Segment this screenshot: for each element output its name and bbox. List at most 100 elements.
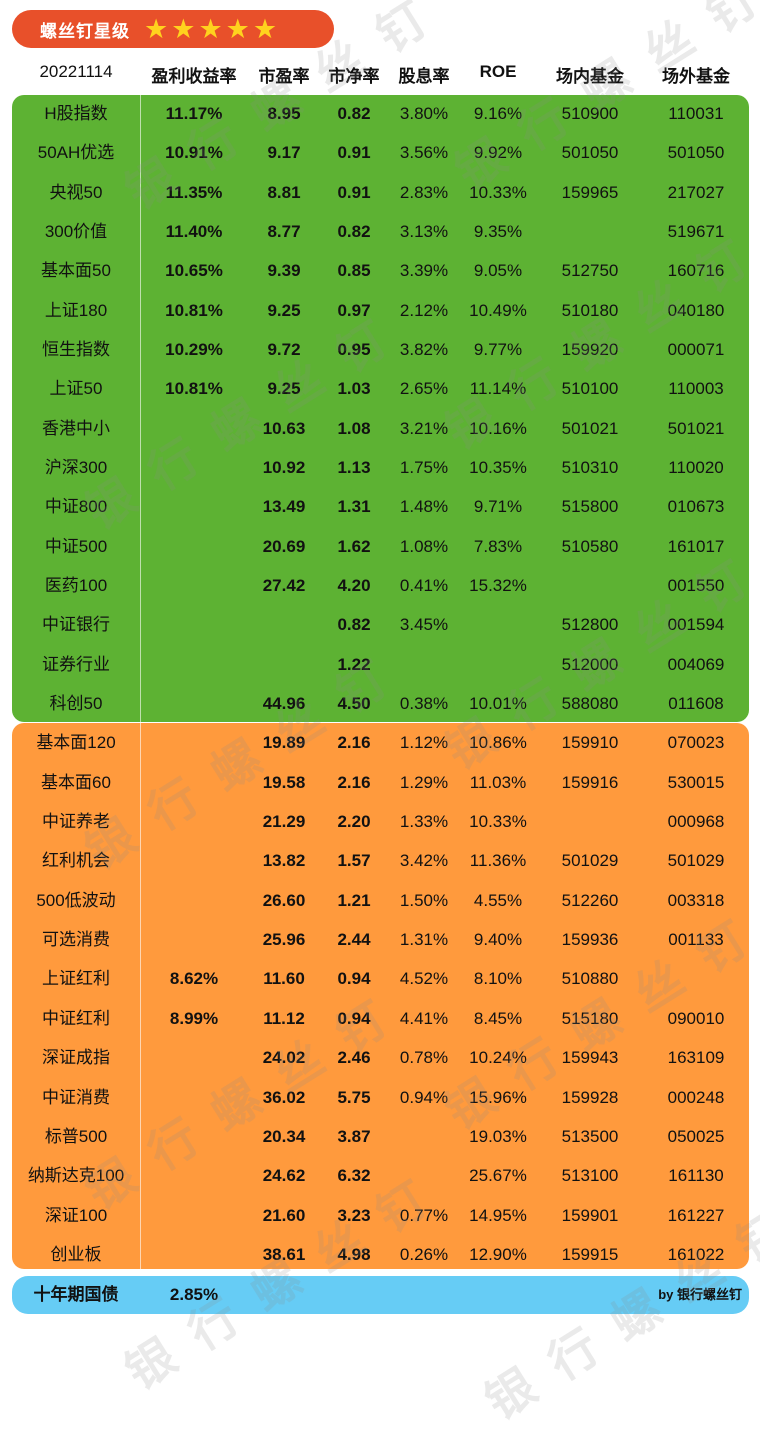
table-row: 基本面60 19.58 2.16 1.29% 11.03% 159916 530015: [0, 766, 760, 800]
cell-pe: 8.77: [267, 222, 301, 242]
table-row: 上证180 10.81% 9.25 0.97 2.12% 10.49% 510180 0401…: [0, 294, 760, 328]
cell-onexchange-fund: 510900: [561, 104, 619, 123]
cell-roe: 19.03%: [469, 1126, 527, 1146]
cell-name: 中证500: [44, 536, 108, 556]
cell-pb: 1.08: [337, 418, 371, 438]
cell-offexchange-fund: 003318: [667, 890, 725, 910]
header-offexchange-fund: 场外基金: [662, 67, 730, 86]
cell-roe: 11.03%: [469, 772, 527, 792]
cell-pb: 0.82: [337, 615, 371, 635]
cell-roe: 9.05%: [473, 261, 523, 281]
cell-pe: 9.39: [267, 261, 301, 281]
cell-dividend: 2.12%: [399, 300, 449, 320]
cell-pb: 1.03: [337, 379, 371, 399]
cell-dividend: 1.08%: [399, 536, 449, 556]
cell-yield: 11.35%: [165, 182, 223, 202]
cell-roe: 10.33%: [469, 182, 527, 202]
column-divider: [140, 95, 141, 1269]
cell-offexchange-fund: 110031: [668, 104, 724, 123]
cell-pe: 13.82: [262, 851, 306, 871]
cell-yield: 8.99%: [169, 1008, 219, 1028]
cell-offexchange-fund: 010673: [667, 497, 725, 517]
star-icon: ★: [252, 13, 278, 44]
cell-offexchange-fund: 110003: [668, 379, 724, 399]
table-row: 基本面120 19.89 2.16 1.12% 10.86% 159910 070023: [0, 726, 760, 760]
cell-offexchange-fund: 004069: [667, 654, 725, 674]
cell-pe: 9.25: [267, 379, 301, 399]
cell-dividend: 4.41%: [399, 1008, 449, 1028]
cell-pe: 44.96: [262, 694, 306, 714]
cell-pb: 2.46: [337, 1048, 371, 1068]
cell-name: 证券行业: [42, 654, 110, 674]
cell-pe: 20.69: [262, 536, 306, 556]
cell-onexchange-fund: 159965: [561, 182, 619, 202]
cell-roe: 9.77%: [473, 340, 523, 360]
cell-pb: 2.16: [337, 733, 371, 753]
cell-roe: 25.67%: [469, 1166, 527, 1186]
cell-onexchange-fund: 159943: [561, 1048, 619, 1068]
cell-offexchange-fund: 070023: [667, 733, 725, 753]
cell-roe: 9.35%: [473, 222, 523, 242]
cell-roe: 14.95%: [469, 1205, 527, 1225]
cell-dividend: 0.78%: [399, 1048, 449, 1068]
table-row: 中证红利 8.99% 11.12 0.94 4.41% 8.45% 515180 090010: [0, 1002, 760, 1036]
header-pb: 市净率: [328, 67, 380, 86]
cell-pe: 25.96: [262, 930, 306, 950]
cell-pe: 11.60: [263, 969, 305, 989]
cell-pb: 6.32: [337, 1166, 371, 1186]
cell-onexchange-fund: 159920: [561, 340, 619, 360]
cell-onexchange-fund: 515180: [561, 1008, 619, 1028]
cell-pb: 2.20: [337, 812, 371, 832]
cell-name: 500低波动: [36, 890, 116, 910]
table-row: 恒生指数 10.29% 9.72 0.95 3.82% 9.77% 159920 000071: [0, 333, 760, 367]
table-row: 医药100 27.42 4.20 0.41% 15.32% 001550: [0, 569, 760, 603]
cell-name: 香港中小: [42, 418, 110, 438]
cell-pe: 13.49: [262, 497, 306, 517]
byline: by 银行螺丝钉: [658, 1287, 742, 1302]
cell-offexchange-fund: 161227: [667, 1205, 725, 1225]
cell-pe: 24.62: [262, 1166, 306, 1186]
cell-roe: 9.40%: [473, 930, 523, 950]
cell-name: 基本面120: [36, 733, 116, 753]
cell-offexchange-fund: 160716: [667, 261, 725, 281]
cell-dividend: 3.39%: [399, 261, 449, 281]
cell-dividend: 1.29%: [399, 772, 449, 792]
cell-dividend: 3.82%: [399, 340, 449, 360]
cell-offexchange-fund: 011608: [668, 694, 724, 714]
cell-onexchange-fund: 159901: [561, 1205, 619, 1225]
cell-name: 上证红利: [42, 969, 110, 989]
cell-pe: 21.29: [262, 812, 306, 832]
cell-dividend: 0.94%: [399, 1087, 449, 1107]
cell-onexchange-fund: 513100: [561, 1166, 619, 1186]
cell-offexchange-fund: 217027: [667, 182, 725, 202]
star-icon: ★: [198, 13, 223, 44]
cell-name: 基本面50: [41, 261, 111, 281]
cell-roe: 15.96%: [469, 1087, 527, 1107]
green-section: [12, 95, 749, 722]
table-header: 20221114 盈利收益率 市盈率 市净率 股息率 ROE 场内基金 场外基金: [0, 62, 760, 90]
star-icon: ★: [144, 13, 169, 44]
header-date: 20221114: [39, 62, 113, 81]
cell-offexchange-fund: 000248: [667, 1087, 725, 1107]
cell-name: 标普500: [44, 1126, 108, 1146]
cell-name: 沪深300: [44, 458, 108, 478]
table-row: 上证红利 8.62% 11.60 0.94 4.52% 8.10% 510880: [0, 962, 760, 996]
cell-roe: 10.86%: [469, 733, 527, 753]
cell-onexchange-fund: 159936: [561, 930, 619, 950]
cell-dividend: 1.75%: [399, 458, 449, 478]
cell-dividend: 2.83%: [399, 182, 449, 202]
cell-pb: 4.20: [337, 576, 371, 596]
table-row: 中证消费 36.02 5.75 0.94% 15.96% 159928 000248: [0, 1081, 760, 1115]
table-row: 基本面50 10.65% 9.39 0.85 3.39% 9.05% 512750 16071…: [0, 254, 760, 288]
table-row: 创业板 38.61 4.98 0.26% 12.90% 159915 161022: [0, 1238, 760, 1272]
cell-onexchange-fund: 159916: [561, 772, 619, 792]
cell-dividend: 3.42%: [399, 851, 449, 871]
cell-pe: 8.95: [267, 104, 301, 123]
cell-roe: 10.24%: [469, 1048, 527, 1068]
cell-pb: 2.44: [337, 930, 371, 950]
cell-name: 中证红利: [42, 1008, 110, 1028]
cell-dividend: 3.56%: [399, 143, 449, 163]
cell-name: 医药100: [44, 576, 108, 596]
cell-onexchange-fund: 159910: [561, 733, 619, 753]
cell-dividend: 3.21%: [399, 418, 449, 438]
